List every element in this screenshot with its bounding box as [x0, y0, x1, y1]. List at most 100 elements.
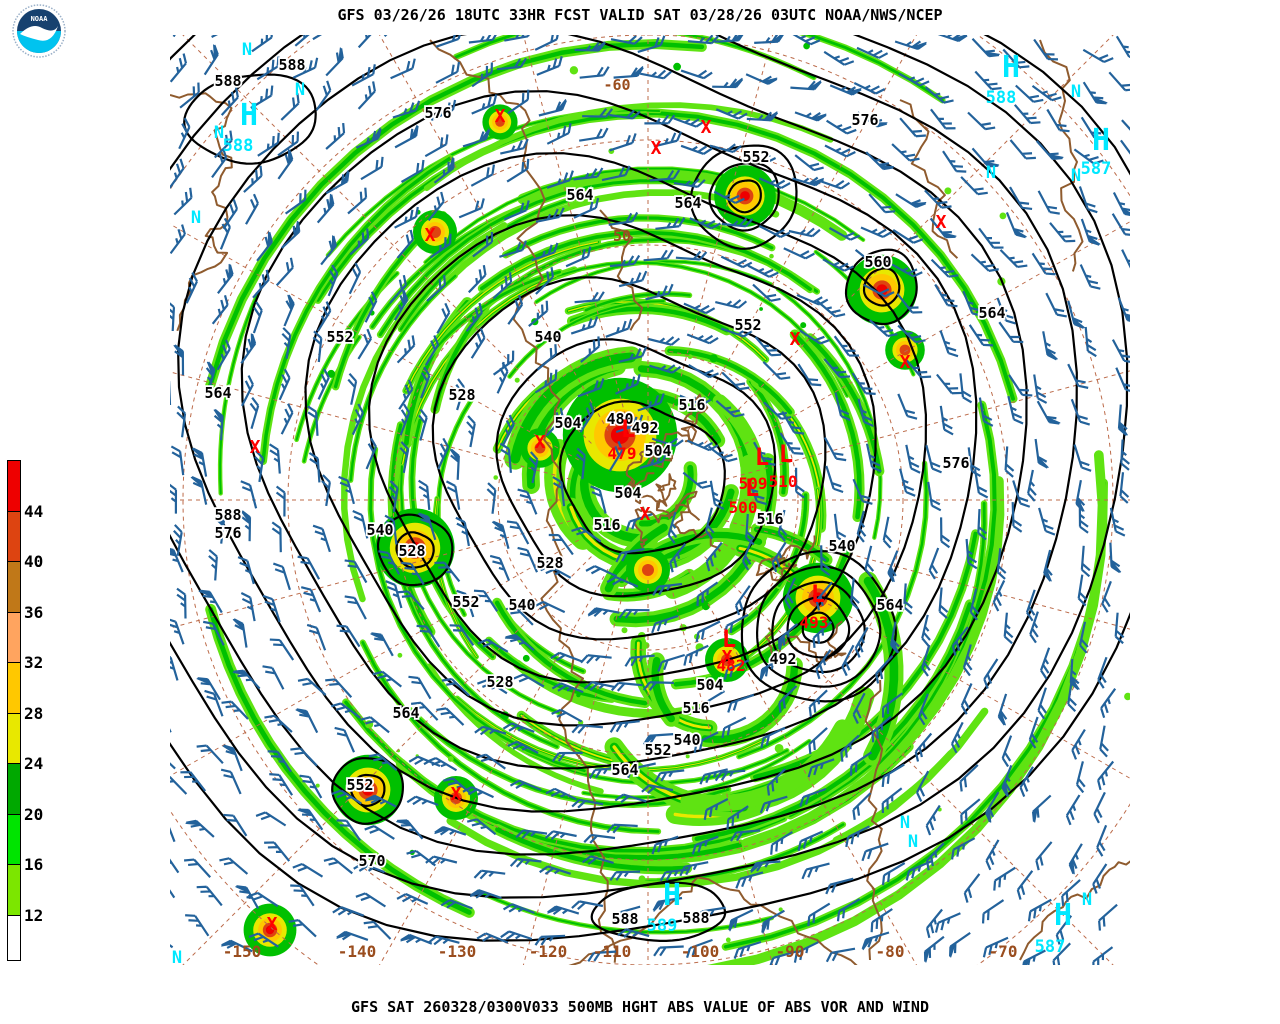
closed-low-contour	[349, 773, 386, 808]
wind-barb-flag	[295, 709, 311, 718]
wind-barb	[1028, 716, 1039, 749]
wind-barb	[256, 231, 273, 262]
wind-barb	[170, 53, 188, 83]
wind-barb-flag	[1043, 565, 1052, 582]
wind-barb	[624, 654, 655, 667]
wind-barb	[971, 147, 1000, 168]
wind-barb	[312, 524, 331, 553]
wind-barb-flag	[222, 745, 237, 756]
wind-barb	[465, 302, 483, 332]
wind-barb	[1035, 140, 1064, 160]
contour-label: 528	[448, 386, 475, 404]
wind-barb	[779, 432, 804, 455]
wind-barb	[351, 403, 364, 436]
wind-barb	[504, 35, 534, 42]
wind-barb	[445, 480, 461, 510]
wind-barb	[849, 578, 860, 610]
wind-barb	[565, 246, 592, 268]
wind-barb	[752, 283, 781, 302]
wind-barb	[196, 744, 224, 764]
wind-barb	[812, 620, 833, 648]
wind-barb	[585, 565, 618, 578]
wind-barb	[960, 176, 988, 196]
wind-barb	[360, 156, 384, 181]
wind-barb	[170, 750, 176, 770]
low-center-marker: L	[621, 415, 635, 443]
wind-barb	[170, 445, 185, 476]
contour-label: 564	[204, 384, 231, 402]
wind-barb	[492, 272, 513, 300]
wind-barb-flag	[985, 806, 992, 823]
wind-barb	[245, 193, 259, 225]
vort-min-marker: N	[908, 832, 918, 852]
wind-barb	[882, 516, 893, 549]
low-center-value: 500	[729, 498, 758, 517]
wind-barb	[290, 884, 315, 907]
wind-barb	[330, 702, 361, 719]
wind-barb	[679, 861, 709, 877]
wind-barb	[396, 819, 424, 840]
wind-barb	[449, 624, 475, 647]
wind-barb	[651, 835, 679, 855]
wind-barb	[571, 724, 603, 734]
contour-label: 588	[278, 56, 305, 74]
wind-barb	[1098, 903, 1118, 931]
vort-min-marker: N	[191, 208, 201, 228]
wind-barb	[1099, 725, 1109, 758]
longitude-label: -80	[876, 942, 905, 961]
wind-barb	[999, 249, 1028, 269]
wind-barb	[427, 191, 445, 222]
wind-barb	[1003, 612, 1014, 645]
wind-barb	[625, 513, 653, 532]
wind-barb	[325, 122, 346, 150]
wind-barb	[801, 862, 830, 880]
wind-barb	[653, 131, 683, 148]
wind-barb-flag	[504, 634, 522, 640]
wind-barb	[336, 819, 362, 842]
wind-barb	[833, 335, 859, 357]
wind-barb	[721, 217, 754, 228]
wind-barb	[280, 93, 300, 121]
wind-barb	[528, 300, 549, 327]
wind-barb-flag	[762, 918, 770, 934]
wind-barb	[476, 932, 509, 944]
closed-low-contour	[844, 248, 918, 326]
wind-barb	[172, 35, 187, 38]
wind-barb	[1120, 439, 1130, 471]
wind-barb	[965, 538, 978, 570]
wind-barb	[170, 299, 176, 332]
wind-barb	[852, 792, 872, 820]
contour-label: 492	[631, 419, 658, 437]
wind-barb	[871, 715, 892, 743]
wind-barb	[641, 784, 674, 794]
wind-barb-flag	[1092, 96, 1108, 104]
wind-barb	[701, 690, 726, 714]
wind-barb	[320, 235, 338, 266]
wind-barb	[939, 330, 959, 358]
vort-max-marker: X	[701, 117, 712, 138]
wind-barb	[502, 722, 535, 733]
wind-barb	[418, 408, 428, 441]
wind-barb	[336, 624, 361, 648]
wind-barb	[295, 708, 319, 734]
wind-barb	[221, 939, 253, 953]
wind-barb	[170, 815, 176, 843]
wind-barb	[960, 798, 981, 825]
low-center-value: 493	[800, 613, 829, 632]
closed-low-contour	[755, 565, 882, 688]
colorbar-tick: 36	[24, 602, 44, 622]
wind-barb	[397, 590, 425, 611]
wind-barb	[753, 441, 776, 466]
wind-barb	[833, 513, 847, 544]
wind-barb	[609, 870, 641, 882]
wind-barb	[930, 108, 956, 130]
wind-barb	[816, 300, 846, 318]
wind-barb-flag	[547, 905, 564, 914]
wind-barb	[1075, 761, 1086, 794]
wind-barb	[1097, 760, 1115, 791]
vort-min-marker: N	[986, 163, 996, 183]
wind-barb	[583, 681, 616, 691]
wind-barb	[262, 594, 281, 623]
wind-barb	[468, 264, 487, 294]
contour-label: 564	[674, 194, 701, 212]
